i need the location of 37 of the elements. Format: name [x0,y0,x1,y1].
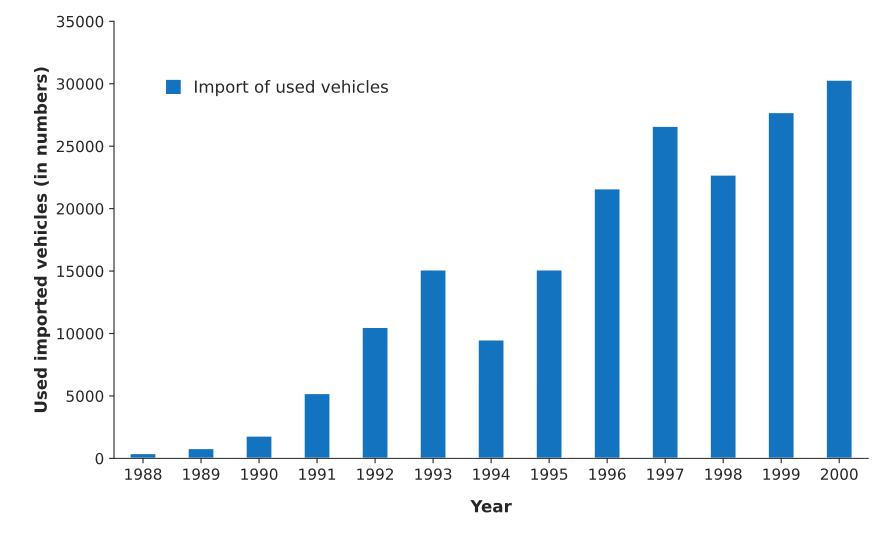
x-tick-label: 1991 [299,468,336,480]
x-tick-label: 1997 [647,468,684,480]
bar [593,188,621,458]
bar [651,126,679,458]
x-tick-label: 1998 [705,468,742,480]
y-tick-label: 20000 [56,203,104,215]
x-tick-label: 1990 [241,468,278,480]
x-tick-label: 1992 [357,468,393,480]
y-tick-label: 30000 [56,78,104,90]
y-tick-label: 0 [96,452,104,464]
bar [303,392,331,458]
y-tick-label: 10000 [57,328,104,340]
x-tick-label: 1989 [183,468,220,480]
y-tick-label: 15000 [57,266,104,278]
x-tick-label: 2000 [820,468,858,480]
x-tick-label: 1999 [763,468,800,480]
bar [187,448,215,458]
x-tick-label: 1996 [589,468,626,480]
x-tick-label: 1988 [125,468,162,480]
bar [477,339,505,458]
x-axis-title: Year [470,500,512,512]
bar [361,326,389,458]
bar [535,269,563,458]
bar [129,452,157,458]
x-tick-label: 1994 [473,468,510,480]
bar [245,435,273,458]
y-tick-label: 25000 [56,140,104,152]
y-tick-label: 5000 [66,390,104,402]
bar [419,269,447,458]
bar [767,112,795,458]
y-tick-label: 35000 [56,16,104,28]
x-tick-label: 1993 [415,468,452,480]
bar [825,79,853,458]
legend-label: Import of used vehicles [195,80,388,96]
bar [709,174,737,458]
x-tick-label: 1995 [531,468,568,480]
y-axis-title: Used imported vehicles (in numbers) [34,67,50,412]
